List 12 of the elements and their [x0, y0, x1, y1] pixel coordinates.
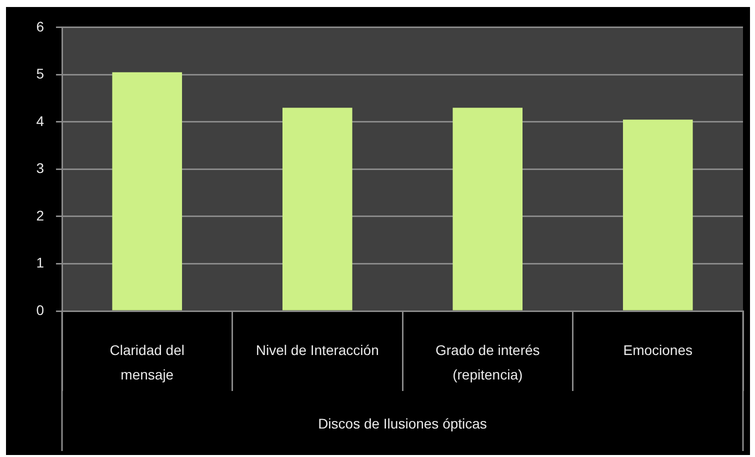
x-tick-label: Nivel de Interacción — [256, 342, 379, 358]
x-tick-label: Claridad del mensaje — [110, 342, 184, 383]
y-tick-label: 4 — [36, 112, 44, 129]
y-tick-label: 1 — [36, 254, 44, 271]
x-tick-label: Emociones — [623, 342, 693, 358]
x-axis-title: Discos de Ilusiones ópticas — [318, 415, 487, 432]
y-tick-label: 3 — [36, 160, 44, 176]
y-tick-label: 6 — [36, 18, 44, 34]
y-tick-label: 0 — [36, 302, 44, 318]
x-tick-label: Grado de interés (repitencia) — [435, 342, 540, 383]
y-tick-label: 5 — [36, 66, 44, 82]
y-tick-label: 2 — [36, 207, 44, 224]
